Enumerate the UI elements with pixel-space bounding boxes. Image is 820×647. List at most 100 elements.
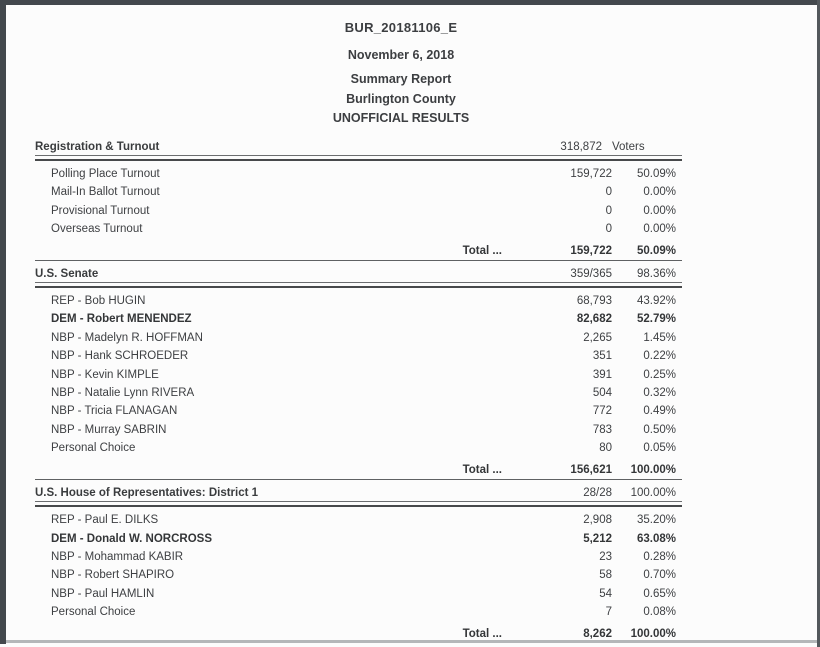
section-stat-pct: 98.36% xyxy=(636,268,676,281)
row-votes: 0 xyxy=(605,186,612,199)
report-date: November 6, 2018 xyxy=(347,48,455,62)
candidate-label: REP - Paul E. DILKS xyxy=(51,514,159,527)
result-row: NBP - Natalie Lynn RIVERA 504 0.32% xyxy=(35,384,682,402)
vote-percent: 0.70% xyxy=(643,569,676,582)
row-votes: 0 xyxy=(605,204,612,217)
row-label: Mail-In Ballot Turnout xyxy=(51,186,160,199)
row-label: Polling Place Turnout xyxy=(51,168,160,180)
section-total-row: Total ... 156,621 100.00% xyxy=(35,461,682,479)
total-label: Total ... xyxy=(462,463,502,476)
section-stat-votes: 359/365 xyxy=(570,268,612,281)
result-row: NBP - Mohammad KABIR 23 0.28% xyxy=(35,548,682,566)
vote-count: 54 xyxy=(599,587,612,600)
row-label: Provisional Turnout xyxy=(51,204,150,217)
vote-count: 68,793 xyxy=(576,295,612,308)
result-row: Provisional Turnout 0 0.00% xyxy=(35,202,682,220)
vote-percent: 0.49% xyxy=(643,405,676,418)
frame-top-edge xyxy=(0,0,820,5)
section-stat-label: Voters xyxy=(612,141,645,153)
vote-count: 82,682 xyxy=(576,313,612,326)
result-row: REP - Bob HUGIN 68,793 43.92% xyxy=(35,292,682,310)
candidate-label: NBP - Mohammad KABIR xyxy=(51,550,184,563)
section-rows: Polling Place Turnout 159,722 50.09% Mai… xyxy=(35,165,682,239)
candidate-label: NBP - Hank SCHROEDER xyxy=(51,350,189,363)
vote-percent: 0.22% xyxy=(643,350,676,363)
section-us-house-district-1: U.S. House of Representatives: District … xyxy=(35,479,682,643)
vote-count: 58 xyxy=(599,569,612,582)
total-label: Total ... xyxy=(462,244,502,257)
vote-count: 2,908 xyxy=(583,514,612,527)
total-pct: 100.00% xyxy=(630,463,676,476)
candidate-label: NBP - Kevin KIMPLE xyxy=(51,368,159,381)
vote-percent: 0.25% xyxy=(643,368,676,381)
total-pct: 100.00% xyxy=(630,627,676,640)
result-row: DEM - Donald W. NORCROSS 5,212 63.08% xyxy=(35,530,682,548)
section-registration-turnout: Registration & Turnout 318,872 Voters Po… xyxy=(35,140,682,260)
section-stat-votes: 28/28 xyxy=(583,487,612,500)
result-row: NBP - Tricia FLANAGAN 772 0.49% xyxy=(35,402,682,420)
candidate-label: NBP - Tricia FLANAGAN xyxy=(51,405,178,418)
vote-percent: 0.65% xyxy=(643,587,676,600)
section-header: Registration & Turnout 318,872 Voters xyxy=(35,140,682,156)
section-stat-pct: 100.00% xyxy=(630,487,676,500)
result-row: NBP - Kevin KIMPLE 391 0.25% xyxy=(35,366,682,384)
total-votes: 159,722 xyxy=(570,244,612,257)
section-stat-votes: 318,872 xyxy=(560,141,602,153)
section-title: U.S. House of Representatives: District … xyxy=(35,487,259,500)
vote-percent: 52.79% xyxy=(636,313,676,326)
frame-right-edge xyxy=(817,0,820,647)
section-divider xyxy=(35,505,682,508)
vote-percent: 0.05% xyxy=(643,442,676,455)
row-pct: 50.09% xyxy=(636,168,676,180)
report-id-title: BUR_20181106_E xyxy=(344,20,458,35)
section-us-senate: U.S. Senate 359/365 98.36% REP - Bob HUG… xyxy=(35,260,682,479)
vote-count: 2,265 xyxy=(583,331,612,344)
section-header: U.S. House of Representatives: District … xyxy=(35,486,682,503)
row-label: Overseas Turnout xyxy=(51,223,143,236)
result-row: Personal Choice 80 0.05% xyxy=(35,439,682,457)
section-total-row: Total ... 159,722 50.09% xyxy=(35,242,682,260)
section-divider xyxy=(35,286,682,289)
section-rows: REP - Bob HUGIN 68,793 43.92% DEM - Robe… xyxy=(35,292,682,458)
result-row: Polling Place Turnout 159,722 50.09% xyxy=(35,165,682,183)
frame-bottom-edge xyxy=(6,640,817,643)
vote-percent: 35.20% xyxy=(636,514,676,527)
section-total-row: Total ... 8,262 100.00% xyxy=(35,625,682,643)
vote-percent: 0.28% xyxy=(643,550,676,563)
candidate-label: NBP - Paul HAMLIN xyxy=(51,587,155,600)
report-type: Summary Report xyxy=(350,72,452,86)
vote-percent: 63.08% xyxy=(636,532,676,545)
row-votes: 159,722 xyxy=(570,168,612,180)
total-pct: 50.09% xyxy=(636,244,676,257)
vote-count: 351 xyxy=(592,350,612,363)
result-row: NBP - Murray SABRIN 783 0.50% xyxy=(35,421,682,439)
vote-count: 772 xyxy=(592,405,612,418)
candidate-label: NBP - Madelyn R. HOFFMAN xyxy=(51,331,203,344)
vote-percent: 0.50% xyxy=(643,423,676,436)
section-divider xyxy=(35,159,682,161)
candidate-label: NBP - Robert SHAPIRO xyxy=(51,569,175,582)
vote-count: 504 xyxy=(592,387,612,400)
section-rows: REP - Paul E. DILKS 2,908 35.20% DEM - D… xyxy=(35,511,682,621)
county-name: Burlington County xyxy=(346,92,456,106)
frame-left-edge xyxy=(0,0,6,644)
candidate-label: REP - Bob HUGIN xyxy=(51,295,146,308)
row-votes: 0 xyxy=(605,223,612,236)
candidate-label: Personal Choice xyxy=(51,442,136,455)
vote-percent: 0.32% xyxy=(643,387,676,400)
result-row: Mail-In Ballot Turnout 0 0.00% xyxy=(35,183,682,201)
section-header: U.S. Senate 359/365 98.36% xyxy=(35,267,682,284)
results-status: UNOFFICIAL RESULTS xyxy=(332,111,470,125)
report-title-block: BUR_20181106_E November 6, 2018 Summary … xyxy=(6,0,796,126)
candidate-label: Personal Choice xyxy=(51,606,136,619)
vote-percent: 43.92% xyxy=(636,295,676,308)
candidate-label: DEM - Donald W. NORCROSS xyxy=(51,532,212,545)
row-pct: 0.00% xyxy=(643,204,676,217)
total-votes: 8,262 xyxy=(583,627,612,640)
section-title: Registration & Turnout xyxy=(35,141,160,153)
vote-count: 391 xyxy=(592,368,612,381)
row-pct: 0.00% xyxy=(643,186,676,199)
candidate-label: DEM - Robert MENENDEZ xyxy=(51,313,192,326)
result-row: DEM - Robert MENENDEZ 82,682 52.79% xyxy=(35,310,682,328)
